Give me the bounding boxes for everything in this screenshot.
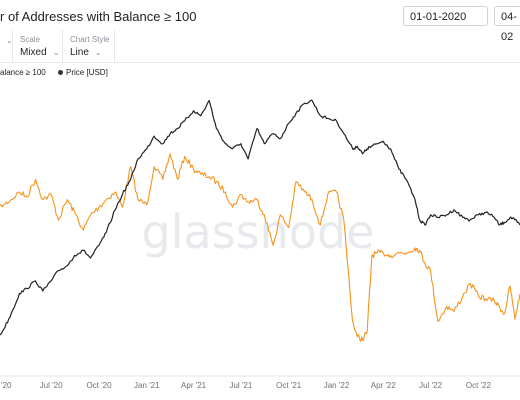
series-line-price[interactable]: [0, 99, 520, 342]
x-tick-label: Jul '21: [229, 381, 252, 390]
chart-header: r of Addresses with Balance ≥ 100 01-01-…: [0, 0, 520, 43]
chart-legend: alance ≥ 100 Price [USD]: [0, 68, 108, 77]
chart-controls: ⌄ Scale Mixed ⌄ Chart Style Line ⌄: [0, 30, 520, 63]
x-tick-label: Oct '20: [86, 381, 112, 390]
x-tick-label: Jul '20: [40, 381, 63, 390]
chevron-down-icon: ⌄: [6, 36, 13, 45]
chevron-down-icon: ⌄: [94, 48, 102, 57]
x-axis: r '20 Jul '20 Oct '20 Jan '21 Apr '21 Jul '21…: [0, 375, 520, 390]
date-from-input[interactable]: 01-01-2020: [403, 6, 488, 26]
line-chart[interactable]: glassnode r '20 Jul '20 Oct '20 Jan '21 Apr …: [0, 90, 520, 400]
chart-style-value: Line: [70, 47, 89, 58]
legend-dot-icon: [58, 70, 63, 76]
x-tick-label: Jan '21: [134, 381, 160, 390]
scale-dropdown[interactable]: Scale Mixed ⌄: [13, 30, 63, 62]
x-tick-label: Apr '21: [181, 381, 207, 390]
chevron-down-icon: ⌄: [52, 48, 60, 57]
x-tick-label: Jul '22: [419, 381, 442, 390]
scale-label: Scale: [20, 35, 41, 44]
x-tick-label: Apr '22: [371, 381, 397, 390]
chart-style-dropdown[interactable]: Chart Style Line ⌄: [63, 30, 115, 62]
scale-value: Mixed: [20, 47, 47, 58]
glassnode-watermark: glassnode: [142, 205, 375, 259]
chart-style-label: Chart Style: [70, 35, 110, 44]
date-to-input[interactable]: 04-02: [494, 6, 520, 43]
series-layer: [0, 99, 520, 342]
x-tick-label: Oct '21: [276, 381, 302, 390]
partial-dropdown[interactable]: ⌄: [0, 30, 13, 62]
x-tick-label: r '20: [0, 381, 12, 390]
chart-title: r of Addresses with Balance ≥ 100: [0, 9, 197, 24]
legend-item-addresses[interactable]: alance ≥ 100: [0, 68, 46, 77]
series-line-addresses[interactable]: [0, 153, 520, 342]
x-tick-label: Jan '22: [324, 381, 350, 390]
x-tick-label: Oct '22: [466, 381, 492, 390]
legend-item-price[interactable]: Price [USD]: [66, 68, 108, 77]
